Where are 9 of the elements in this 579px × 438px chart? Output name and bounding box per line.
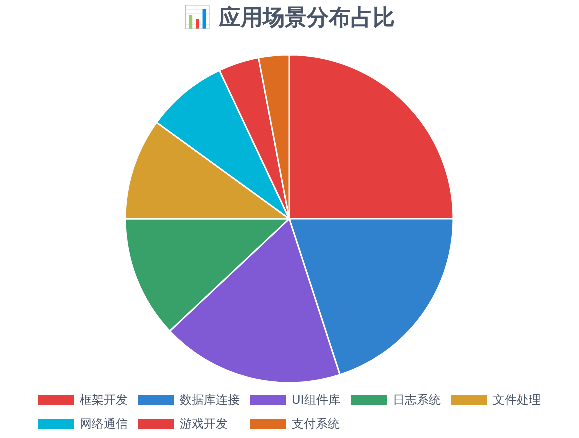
chart-title: 📊 应用场景分布占比 bbox=[184, 5, 395, 31]
legend-label: 游戏开发 bbox=[180, 417, 228, 431]
legend-label: UI组件库 bbox=[292, 393, 340, 407]
legend-label: 日志系统 bbox=[393, 393, 441, 407]
legend-label: 框架开发 bbox=[80, 393, 128, 407]
legend-label: 网络通信 bbox=[80, 417, 128, 431]
legend-label: 支付系统 bbox=[292, 417, 340, 431]
legend-label: 数据库连接 bbox=[180, 393, 240, 407]
legend-label: 文件处理 bbox=[493, 393, 541, 407]
